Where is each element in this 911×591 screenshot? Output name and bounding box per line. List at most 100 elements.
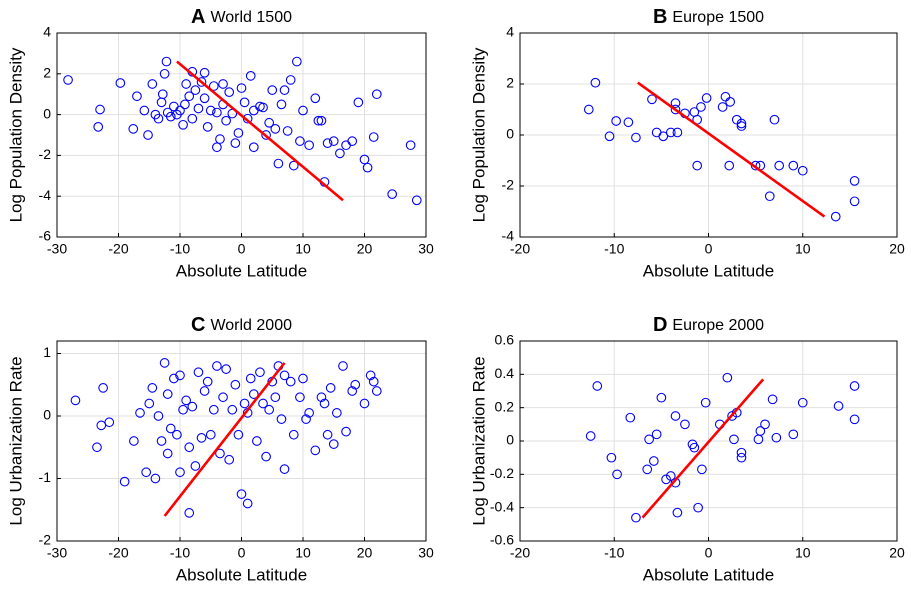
y-tick-label: 2 [506, 75, 514, 91]
point [187, 113, 198, 124]
x-tick-label: 0 [238, 545, 246, 561]
point [147, 383, 158, 393]
x-axis-label: Absolute Latitude [643, 261, 774, 280]
point [139, 105, 150, 116]
point [322, 138, 333, 149]
point [224, 87, 235, 98]
y-tick-label: -2 [39, 146, 52, 162]
point [261, 130, 271, 140]
point [285, 75, 296, 85]
point [212, 142, 222, 153]
point [359, 154, 370, 165]
point [153, 411, 164, 421]
x-tick-label: -10 [170, 545, 190, 561]
point [184, 508, 195, 518]
point [338, 361, 348, 371]
point [362, 162, 373, 173]
point [316, 392, 327, 403]
y-tick-label: -4 [39, 187, 52, 203]
y-tick-label: -0.4 [490, 498, 514, 514]
point [181, 79, 191, 89]
point [701, 93, 712, 103]
point [184, 442, 195, 453]
point [371, 386, 382, 396]
point [202, 376, 213, 387]
point [298, 105, 308, 116]
point [736, 447, 747, 458]
point [270, 124, 281, 134]
point [304, 408, 315, 418]
point [665, 471, 676, 481]
point [93, 121, 104, 132]
y-tick-label: 4 [43, 24, 51, 40]
point [368, 132, 379, 142]
point [642, 464, 653, 475]
point [264, 117, 275, 128]
point [788, 160, 799, 171]
point [248, 389, 259, 399]
point [178, 119, 188, 130]
point [658, 131, 669, 142]
y-tick-label: 0 [506, 126, 514, 142]
point [98, 383, 108, 393]
point [180, 99, 190, 110]
point [583, 104, 594, 115]
point [279, 370, 290, 381]
point [285, 376, 296, 387]
chart-title: A World 1500 [191, 6, 292, 28]
point [258, 102, 268, 113]
point [143, 130, 153, 140]
point [849, 381, 860, 391]
point [172, 429, 182, 440]
point [199, 93, 210, 104]
chart-title: C World 2000 [191, 314, 292, 336]
point [230, 138, 241, 149]
axes-frame [56, 32, 427, 238]
point [736, 121, 747, 131]
y-axis-label: Log Urbanization Rate [469, 356, 488, 525]
point [63, 75, 73, 85]
point [625, 412, 636, 423]
point [359, 398, 370, 409]
y-axis-label: Log Population Density [469, 47, 488, 222]
point [788, 429, 799, 440]
axes-frame [519, 340, 898, 542]
panel-label: B [653, 6, 667, 28]
x-tick-label: 30 [418, 545, 434, 561]
point [301, 414, 311, 424]
y-axis-label: Log Urbanization Rate [6, 356, 25, 525]
x-tick-label: 10 [795, 241, 811, 257]
point [258, 398, 268, 409]
point [764, 191, 775, 202]
point [700, 397, 711, 408]
point [647, 94, 657, 105]
point [190, 461, 201, 471]
y-tick-label: 0 [43, 407, 51, 423]
point [279, 464, 290, 474]
point [644, 434, 654, 445]
point [672, 127, 683, 138]
point [175, 370, 185, 381]
point [181, 395, 191, 406]
point [175, 105, 185, 116]
point [670, 104, 681, 115]
point [611, 116, 621, 126]
point [224, 454, 235, 465]
point [767, 394, 778, 405]
y-tick-label: -4 [502, 228, 515, 244]
point [242, 498, 253, 509]
point [208, 404, 219, 415]
point [680, 419, 690, 430]
point [248, 142, 259, 153]
point [159, 358, 170, 368]
point [656, 392, 667, 403]
point [221, 115, 231, 126]
point [236, 489, 247, 499]
point [295, 136, 305, 146]
point [585, 431, 596, 441]
y-tick-label: -2 [39, 532, 52, 548]
point [612, 469, 622, 480]
title-text: Europe 1500 [672, 9, 764, 26]
